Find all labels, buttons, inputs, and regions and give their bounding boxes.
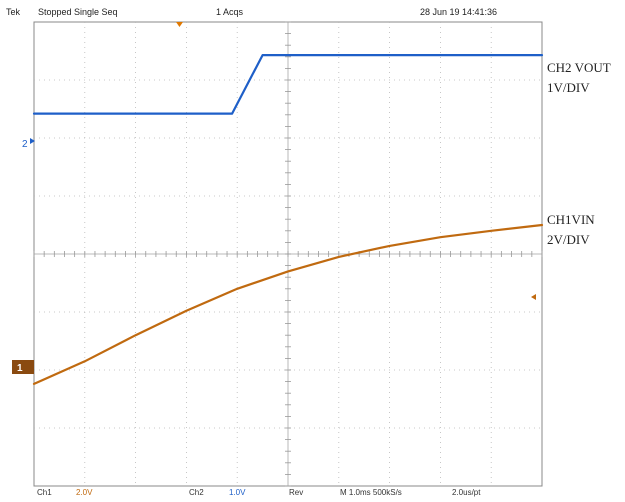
run-state: Stopped Single Seq	[38, 7, 118, 17]
trigger-position-icon	[176, 22, 183, 27]
resolution-readout: 2.0us/pt	[452, 488, 481, 497]
acquisition-count: 1 Acqs	[216, 7, 244, 17]
trigger-level-icon	[531, 294, 536, 300]
ch1-vin-trace	[32, 223, 544, 385]
ch2-ground-marker: 2	[22, 138, 35, 150]
ch1-ground-marker: 1	[12, 360, 34, 374]
settings-bar: Ch1 2.0V Ch2 1.0V Rev M 1.0ms 500kS/s 2.…	[0, 486, 625, 502]
ch1-label: CH1VIN 2V/DIV	[547, 210, 595, 250]
ch2-scale: 1V/DIV	[547, 80, 590, 95]
ch1-scale-readout: 2.0V	[76, 488, 93, 497]
ch2-marker-arrow-icon	[30, 138, 35, 144]
ch2-marker-label: 2	[22, 139, 28, 150]
ch1-scale: 2V/DIV	[547, 232, 590, 247]
trace-layer	[32, 54, 544, 385]
ch2-vout-trace	[32, 54, 544, 115]
ch1-marker-box	[12, 360, 34, 374]
ch1-name-readout: Ch1	[37, 488, 52, 497]
datetime: 28 Jun 19 14:41:36	[420, 7, 498, 17]
graticule	[33, 21, 543, 487]
ch2-name: CH2 VOUT	[547, 60, 611, 75]
status-bar: Tek Stopped Single Seq 1 Acqs 28 Jun 19 …	[0, 0, 625, 22]
ch2-label: CH2 VOUT 1V/DIV	[547, 58, 611, 98]
ch1-name: CH1VIN	[547, 212, 595, 227]
ch2-scale-readout: 1.0V	[229, 488, 246, 497]
reference-readout: Rev	[289, 488, 304, 497]
timebase-readout: M 1.0ms 500kS/s	[340, 488, 402, 497]
brand-label: Tek	[6, 7, 21, 17]
ch1-marker-label: 1	[17, 363, 23, 374]
ch2-name-readout: Ch2	[189, 488, 204, 497]
